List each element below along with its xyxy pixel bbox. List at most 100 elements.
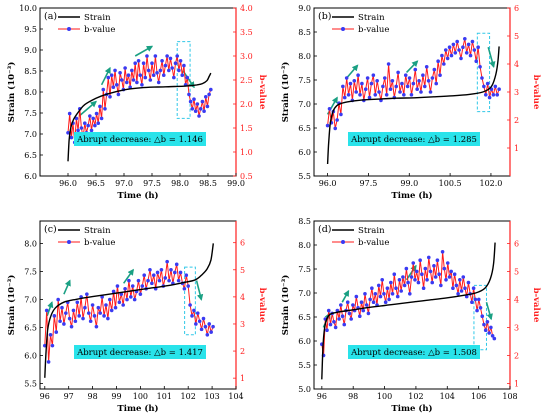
trend-arrow [134,45,154,57]
bvalue-point [182,63,186,68]
bvalue-point [146,68,151,73]
bvalue-point [487,95,492,100]
bvalue-point [442,62,446,66]
bvalue-point [140,83,144,87]
bvalue-point [367,95,372,100]
legend-strain-label: Strain [84,226,111,236]
bvalue-point [425,278,429,282]
bvalue-point [449,53,454,58]
bvalue-point [436,59,440,63]
bvalue-point [98,104,102,109]
bvalue-point [342,95,347,100]
bvalue-point [377,90,381,94]
bvalue-point [364,303,369,307]
bvalue-point [404,266,409,271]
legend-bvalue-marker [341,240,345,244]
bvalue-point [382,292,386,296]
panel-label: (d) [318,224,332,235]
bvalue-point [466,42,471,47]
x-axis-label: Time (h) [117,403,158,414]
y-tick-label: 7.0 [298,289,311,298]
bvalue-point [397,278,402,282]
bvalue-point [413,67,418,72]
bvalue-point [485,81,490,86]
bvalue-point [86,311,91,315]
bvalue-point [365,76,370,80]
bvalue-point [337,317,341,321]
bvalue-point [197,114,201,118]
bvalue-point [89,128,94,133]
bvalue-point [128,85,132,89]
bvalue-point [117,300,122,305]
y2-tick-label: 2.0 [240,100,253,109]
legend-bvalue-marker [341,27,345,31]
bvalue-point [347,311,352,316]
y-tick-label: 6.5 [24,151,37,160]
bvalue-point [94,111,99,116]
bvalue-point [401,275,405,279]
y-tick-label: 9.5 [24,25,37,34]
panel-b: 96.0 97.5 99.0 100.5 102.0 5.5 6.0 6.5 7.0 7.5 8.0… [280,4,541,201]
bvalue-point [91,116,95,121]
bvalue-point [123,286,127,291]
bvalue-point [357,314,362,319]
bvalue-point [130,68,134,73]
bvalue-point [458,278,462,282]
bvalue-point [461,275,466,279]
bvalue-point [54,330,59,334]
x-tick-label: 100 [133,392,148,401]
bvalue-point [351,303,355,307]
x-tick-label: 98.0 [171,179,189,188]
bvalue-point [167,278,171,283]
bvalue-point [419,90,423,94]
trend-arrow [100,66,111,86]
bvalue-point [64,311,68,315]
bvalue-point [194,322,198,326]
plot-frame [39,7,237,177]
bvalue-point [103,107,107,111]
bvalue-point [163,276,168,280]
bvalue-point [167,68,171,73]
x-axis-label: Time (h) [117,190,158,201]
bvalue-point [106,75,111,80]
y2-tick-label: 3 [240,320,245,329]
bvalue-point [444,278,448,282]
bvalue-point [447,275,452,279]
bvalue-point [182,286,187,291]
panel-label: (b) [318,11,332,22]
bvalue-point [463,37,467,41]
abrupt-decrease-box [473,284,487,351]
bvalue-point [395,294,400,299]
bvalue-point [482,84,486,89]
y2-tick-label: 6 [514,4,519,13]
bvalue-point [492,336,497,341]
bvalue-point [62,322,66,326]
bvalue-point [155,270,160,275]
bvalue-point [86,123,90,128]
panel-c: 96 97 98 99 100 101 102 103 104 5.5 6.0 6.5 7.0 7.5 8.… [6,220,267,414]
trend-arrow [405,60,419,73]
bvalue-point [439,283,443,288]
bvalue-point [101,87,106,92]
bvalue-point [140,284,145,288]
bvalue-point [192,97,196,101]
bvalue-point [126,73,131,77]
x-tick-label: 96 [317,392,327,401]
bvalue-point [127,278,131,283]
abrupt-decrease-box [176,41,191,119]
y2-tick-label: 6 [240,239,245,248]
bvalue-point [411,81,416,86]
y-tick-label: 6.0 [298,148,311,157]
bvalue-point [102,314,106,318]
bvalue-point [119,292,124,296]
bvalue-point [188,99,193,104]
legend-bvalue-marker [67,27,71,31]
strain-series-line [321,242,496,380]
x-tick-label: 102 [181,392,196,401]
bvalue-point [363,87,368,91]
y-tick-label: 6.0 [298,337,311,346]
bvalue-point [163,63,168,68]
bvalue-point [360,81,364,86]
bvalue-point [445,261,450,265]
bvalue-point [333,325,338,330]
